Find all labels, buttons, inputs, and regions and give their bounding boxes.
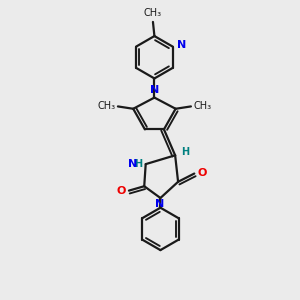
Text: N: N	[128, 158, 137, 169]
Text: H: H	[134, 158, 142, 169]
Text: CH₃: CH₃	[98, 101, 116, 111]
Text: O: O	[117, 186, 126, 196]
Text: N: N	[177, 40, 186, 50]
Text: CH₃: CH₃	[143, 8, 161, 18]
Text: O: O	[197, 168, 207, 178]
Text: CH₃: CH₃	[193, 101, 212, 111]
Text: N: N	[155, 200, 164, 209]
Text: N: N	[150, 85, 159, 95]
Text: H: H	[182, 147, 190, 157]
